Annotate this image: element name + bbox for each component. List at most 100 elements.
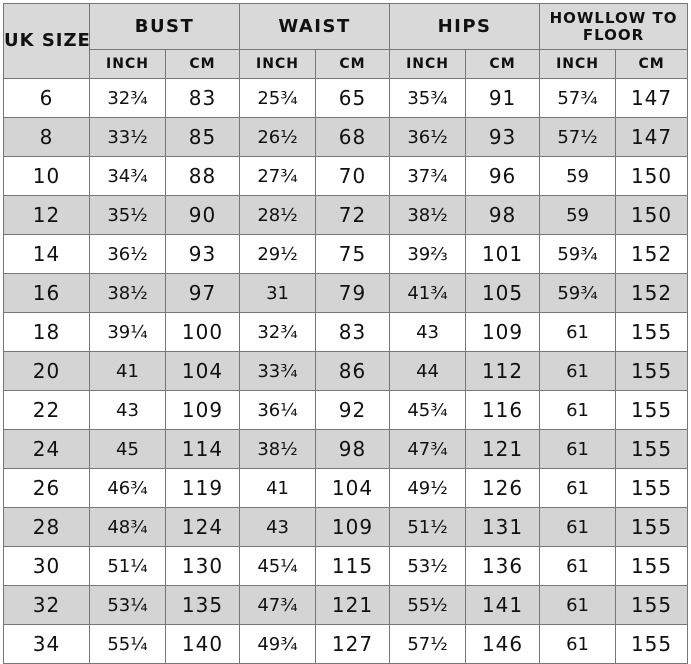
hollow-floor-inch-cell: 59¾ [539,234,617,274]
waist-header: WAIST [239,3,391,50]
hollow-floor-inch-cell: 61 [539,585,617,625]
bust-inch-cell: 36½ [89,234,166,274]
hollow-floor-inch-cell: 61 [539,468,617,508]
waist-inch-cell: 41 [239,468,317,508]
hollow-floor-inch-cell: 59 [539,195,617,235]
size-cell: 16 [3,273,90,313]
hollow-floor-inch-cell: 61 [539,390,617,430]
table-row: 34 55¼ 140 49¾ 127 57½ 146 61 155 [3,624,689,664]
unit-header: CM [315,49,391,79]
bust-inch-cell: 38½ [89,273,166,313]
waist-cm-cell: 75 [315,234,391,274]
waist-cm-cell: 98 [315,429,391,469]
unit-header: INCH [239,49,317,79]
bust-inch-cell: 43 [89,390,166,430]
hollow-floor-cm-cell: 150 [615,156,689,196]
bust-header: BUST [88,3,241,50]
bust-cm-cell: 130 [164,546,241,586]
bust-cm-cell: 100 [164,312,241,352]
size-cell: 14 [3,234,90,274]
hollow-floor-inch-cell: 61 [539,507,617,547]
bust-cm-cell: 114 [164,429,241,469]
hollow-floor-inch-cell: 59 [539,156,617,196]
size-cell: 10 [3,156,90,196]
hips-cm-cell: 98 [465,195,541,235]
bust-cm-cell: 93 [164,234,241,274]
bust-cm-cell: 140 [164,624,241,664]
bust-inch-cell: 39¼ [89,312,166,352]
hollow-floor-cm-cell: 155 [615,546,689,586]
hollow-floor-cm-cell: 155 [615,624,689,664]
size-chart-body: 6 32¾ 83 25¾ 65 35¾ 91 57¾ 147 8 33½ 85 26½ 68 36½ 93 57… [3,78,689,664]
unit-header: CM [465,49,541,79]
bust-inch-cell: 41 [89,351,166,391]
hollow-floor-cm-cell: 155 [615,507,689,547]
hips-cm-cell: 105 [465,273,541,313]
waist-cm-cell: 79 [315,273,391,313]
waist-inch-cell: 28½ [239,195,317,235]
waist-inch-cell: 43 [239,507,317,547]
waist-inch-cell: 47¾ [239,585,317,625]
waist-inch-cell: 38½ [239,429,317,469]
unit-header: INCH [89,49,166,79]
table-row: 10 34¾ 88 27¾ 70 37¾ 96 59 150 [3,156,689,196]
table-row: 30 51¼ 130 45¼ 115 53½ 136 61 155 [3,546,689,586]
hips-inch-cell: 57½ [389,624,467,664]
hips-inch-cell: 53½ [389,546,467,586]
hips-inch-cell: 44 [389,351,467,391]
bust-cm-cell: 124 [164,507,241,547]
hips-cm-cell: 96 [465,156,541,196]
header-unit-row: INCH CM INCH CM INCH CM INCH CM [4,49,689,79]
hollow-floor-cm-cell: 147 [615,117,689,157]
bust-inch-cell: 55¼ [89,624,166,664]
unit-header: INCH [389,49,467,79]
hollow-floor-inch-cell: 61 [539,312,617,352]
hips-inch-cell: 39⅔ [389,234,467,274]
hips-inch-cell: 51½ [389,507,467,547]
hips-inch-cell: 41¾ [389,273,467,313]
hips-inch-cell: 55½ [389,585,467,625]
hips-cm-cell: 126 [465,468,541,508]
hollow-floor-inch-cell: 61 [539,429,617,469]
bust-inch-cell: 34¾ [89,156,166,196]
waist-cm-cell: 92 [315,390,391,430]
uk-size-header: UK SIZE [3,3,90,79]
table-row: 12 35½ 90 28½ 72 38½ 98 59 150 [3,195,689,235]
waist-inch-cell: 27¾ [239,156,317,196]
hollow-floor-inch-cell: 59¾ [539,273,617,313]
hollow-floor-cm-cell: 150 [615,195,689,235]
size-chart-table: UK SIZE BUST WAIST HIPS HOWLLOW TO FLOOR… [3,3,689,664]
bust-cm-cell: 119 [164,468,241,508]
bust-cm-cell: 135 [164,585,241,625]
size-cell: 6 [3,78,90,118]
bust-inch-cell: 51¼ [89,546,166,586]
hips-inch-cell: 45¾ [389,390,467,430]
hips-inch-cell: 37¾ [389,156,467,196]
bust-inch-cell: 48¾ [89,507,166,547]
table-row: 26 46¾ 119 41 104 49½ 126 61 155 [3,468,689,508]
size-cell: 22 [3,390,90,430]
hollow-to-floor-header: HOWLLOW TO FLOOR [539,3,689,50]
waist-inch-cell: 26½ [239,117,317,157]
hips-cm-cell: 116 [465,390,541,430]
table-row: 18 39¼ 100 32¾ 83 43 109 61 155 [3,312,689,352]
waist-inch-cell: 36¼ [239,390,317,430]
waist-inch-cell: 31 [239,273,317,313]
table-row: 22 43 109 36¼ 92 45¾ 116 61 155 [3,390,689,430]
waist-cm-cell: 83 [315,312,391,352]
hollow-floor-cm-cell: 155 [615,351,689,391]
size-cell: 24 [3,429,90,469]
hips-cm-cell: 101 [465,234,541,274]
size-cell: 18 [3,312,90,352]
table-row: 6 32¾ 83 25¾ 65 35¾ 91 57¾ 147 [3,78,689,118]
bust-cm-cell: 85 [164,117,241,157]
table-row: 16 38½ 97 31 79 41¾ 105 59¾ 152 [3,273,689,313]
table-row: 28 48¾ 124 43 109 51½ 131 61 155 [3,507,689,547]
waist-cm-cell: 121 [315,585,391,625]
hollow-floor-cm-cell: 155 [615,429,689,469]
waist-cm-cell: 70 [315,156,391,196]
hips-cm-cell: 112 [465,351,541,391]
waist-inch-cell: 29½ [239,234,317,274]
bust-cm-cell: 104 [164,351,241,391]
